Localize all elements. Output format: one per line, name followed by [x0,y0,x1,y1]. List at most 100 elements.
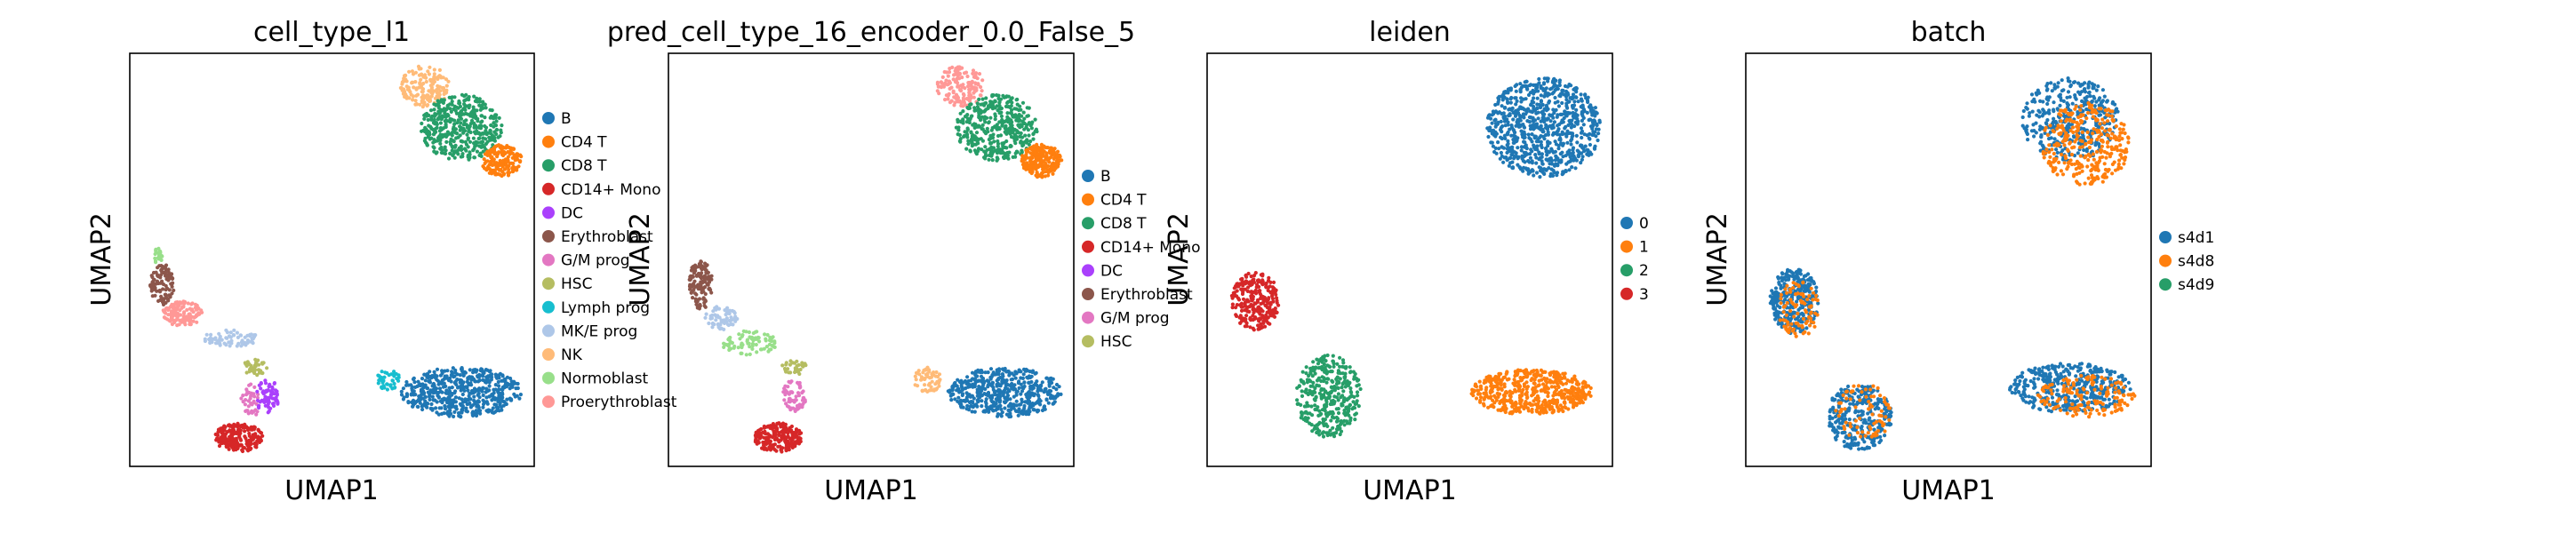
data-point [1001,374,1005,378]
data-point [503,151,508,155]
data-point [968,404,972,409]
data-point [512,392,516,396]
legend-item: MK/E prog [542,322,637,340]
data-point [1533,134,1538,139]
data-point [1028,159,1033,163]
data-point [1023,369,1028,373]
data-point [481,149,485,154]
data-point [256,427,260,432]
data-point [1542,76,1547,81]
data-point [981,386,986,391]
data-point [216,430,220,434]
data-point [973,71,978,76]
data-point [199,308,204,313]
data-point [245,409,250,413]
data-point [1522,145,1526,149]
data-point [953,397,957,402]
data-point [256,404,260,410]
data-point [1556,104,1561,108]
data-point [385,382,389,386]
data-point [477,97,482,101]
data-point [988,141,993,146]
data-point [1546,139,1550,144]
data-point [984,397,988,402]
data-point [974,131,980,135]
data-point [956,117,960,122]
data-point [1554,154,1558,158]
data-point [766,424,771,428]
data-point [247,434,252,438]
data-point [404,392,409,396]
data-point [1567,168,1572,172]
legend-label: B [561,110,572,128]
data-point [1007,414,1012,419]
data-point [1039,142,1044,147]
data-point [971,68,976,73]
legend-marker [1082,193,1094,206]
data-point [172,288,176,292]
data-point [1552,82,1556,86]
data-point [484,106,488,110]
data-point [1546,158,1550,163]
data-point [154,260,158,265]
data-point [227,334,232,338]
data-point [1013,151,1018,155]
data-point [990,400,995,404]
data-point [1018,118,1022,123]
data-point [459,415,463,419]
data-point [1553,100,1557,105]
data-point [1509,95,1514,100]
data-point [443,111,447,115]
data-point [475,149,480,154]
data-point [481,99,485,104]
data-point [974,402,979,407]
data-point [949,99,954,103]
data-point [229,338,234,343]
data-point [982,409,987,413]
data-point [1545,127,1550,131]
data-point [992,372,997,377]
data-point [175,323,180,328]
data-point [1010,377,1015,382]
data-point [271,402,276,406]
data-point [419,84,423,89]
data-point [400,82,404,86]
data-point [409,393,413,397]
data-point [471,148,476,153]
data-point [934,370,939,375]
data-point [1047,388,1052,394]
data-point [796,380,800,385]
data-point [418,102,422,107]
data-point [964,391,969,395]
data-point [159,267,164,272]
legend-marker [542,159,555,172]
data-point [416,64,421,68]
data-point [188,319,192,323]
data-point [1580,109,1585,115]
data-point [1039,157,1044,162]
data-point [950,392,955,396]
data-point [963,86,967,91]
data-point [477,386,482,391]
data-point [446,395,451,400]
data-point [1511,128,1516,132]
data-point [153,256,157,260]
data-point [775,421,780,426]
y-axis-label: UMAP2 [86,212,117,306]
data-point [1548,87,1553,91]
data-point [1588,386,1593,390]
data-point [979,102,983,107]
data-point [1564,104,1569,108]
data-point [477,136,482,140]
data-point [1008,397,1012,402]
data-point [170,275,174,280]
data-point [1518,118,1523,123]
data-point [425,405,429,410]
data-point [1001,378,1005,383]
data-point [1581,123,1586,127]
data-point [1527,120,1532,124]
data-point [439,127,444,131]
data-point [494,128,499,132]
data-point [437,68,442,72]
data-point [797,383,803,388]
